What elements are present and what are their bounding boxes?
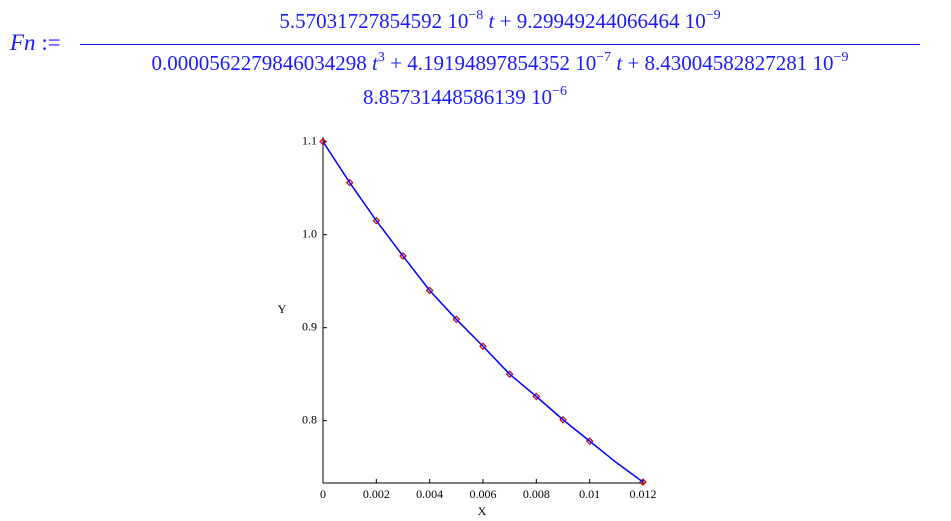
term: + 4.19194897854352 10 bbox=[390, 51, 597, 75]
term: 0.0000562279846034298 bbox=[151, 51, 367, 75]
denominator: 0.0000562279846034298 t3 + 4.19194897854… bbox=[80, 50, 920, 76]
point bbox=[372, 216, 381, 225]
point bbox=[425, 286, 434, 295]
formula-name: Fn bbox=[10, 30, 36, 55]
variable: t bbox=[616, 51, 623, 75]
x-tick-label: 0 bbox=[320, 487, 326, 501]
exponent: −9 bbox=[705, 8, 721, 23]
variable: t bbox=[488, 9, 495, 33]
point bbox=[399, 252, 407, 260]
exponent: −8 bbox=[468, 8, 484, 23]
point bbox=[505, 370, 514, 379]
term: + 8.43004582827281 10 bbox=[627, 51, 834, 75]
y-tick-label: 1.1 bbox=[302, 133, 317, 147]
x-tick-label: 0.012 bbox=[630, 487, 657, 501]
formula-assign: := bbox=[41, 30, 61, 55]
point bbox=[452, 315, 461, 324]
x-tick-label: 0.004 bbox=[416, 487, 443, 501]
x-tick-label: 0.006 bbox=[470, 487, 497, 501]
point bbox=[319, 137, 327, 146]
y-tick-label: 0.8 bbox=[302, 412, 317, 426]
y-axis-label: Y bbox=[278, 302, 287, 316]
x-tick-label: 0.008 bbox=[523, 487, 550, 501]
numerator: 5.57031727854592 10−8 t + 9.299492440664… bbox=[80, 8, 920, 34]
curve bbox=[322, 141, 644, 483]
variable: t bbox=[372, 51, 378, 75]
formula-extra: 8.85731448586139 10−6 bbox=[80, 84, 850, 110]
x-tick-label: 0.002 bbox=[363, 487, 390, 501]
exponent: −9 bbox=[833, 50, 849, 65]
x-axis-label: X bbox=[478, 504, 487, 518]
term: + 9.29949244066464 10 bbox=[499, 9, 706, 33]
term: 8.85731448586139 10 bbox=[363, 85, 553, 109]
exponent: −6 bbox=[552, 84, 567, 99]
exponent: 3 bbox=[377, 50, 385, 65]
y-tick-label: 1.0 bbox=[302, 226, 317, 240]
fraction-bar bbox=[80, 44, 920, 45]
y-tick-label: 0.9 bbox=[302, 319, 317, 333]
point bbox=[345, 178, 354, 187]
term: 5.57031727854592 10 bbox=[279, 9, 469, 33]
exponent: −7 bbox=[596, 50, 612, 65]
x-tick-label: 0.01 bbox=[579, 487, 600, 501]
formula-lhs: Fn := bbox=[10, 30, 61, 56]
